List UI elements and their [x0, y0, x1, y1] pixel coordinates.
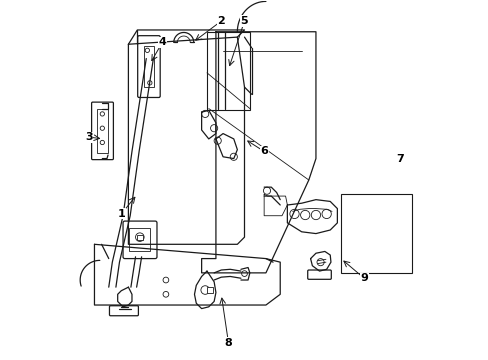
- Text: 7: 7: [395, 154, 403, 163]
- Text: 2: 2: [217, 16, 224, 26]
- Text: 6: 6: [260, 147, 267, 157]
- Text: 8: 8: [224, 338, 232, 347]
- Bar: [129, 228, 150, 251]
- FancyBboxPatch shape: [91, 102, 113, 159]
- Text: 9: 9: [360, 273, 367, 283]
- Bar: [97, 109, 107, 153]
- Text: 4: 4: [158, 37, 166, 48]
- Bar: [340, 194, 411, 273]
- Bar: [143, 46, 153, 87]
- Bar: [207, 287, 213, 293]
- Text: 5: 5: [240, 16, 248, 26]
- FancyBboxPatch shape: [123, 221, 157, 258]
- Text: 3: 3: [85, 132, 93, 142]
- FancyBboxPatch shape: [138, 36, 160, 98]
- Bar: [206, 32, 249, 111]
- FancyBboxPatch shape: [109, 306, 138, 316]
- Bar: [136, 235, 143, 240]
- FancyBboxPatch shape: [307, 270, 331, 279]
- Text: 1: 1: [117, 209, 125, 219]
